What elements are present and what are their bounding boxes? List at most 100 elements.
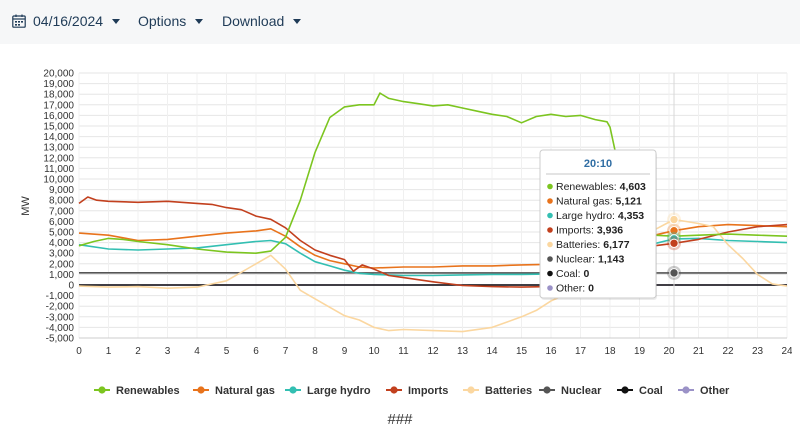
y-tick-label: 6,000: [49, 217, 74, 228]
tooltip-row: Large hydro: 4,353: [556, 210, 644, 222]
x-tick-label: 4: [194, 346, 200, 357]
tooltip-row-label: Large hydro:: [556, 210, 618, 222]
tooltip-dot-other: [547, 285, 553, 291]
tooltip-row-value: 0: [588, 283, 594, 295]
legend-symbol: [289, 386, 297, 394]
legend-label: Natural gas: [215, 385, 275, 397]
tooltip-row: Renewables: 4,603: [556, 181, 646, 193]
tooltip-title: 20:10: [584, 158, 612, 170]
legend: Renewables Natural gas Large hydro Imports B…: [94, 385, 730, 397]
x-tick-label: 22: [722, 346, 734, 357]
tooltip-row: Nuclear: 1,143: [556, 254, 624, 266]
y-tick-label: 7,000: [49, 206, 74, 217]
tooltip-dot-imports: [547, 227, 553, 233]
x-tick-label: 19: [634, 346, 646, 357]
x-tick-label: 9: [342, 346, 348, 357]
legend-symbol: [543, 386, 551, 394]
legend-item-natural-gas[interactable]: Natural gas: [193, 385, 275, 397]
tooltip-row-label: Coal:: [556, 268, 583, 280]
tooltip-row-value: 3,936: [597, 225, 623, 237]
download-dropdown[interactable]: Download: [222, 13, 302, 29]
tooltip-row-value: 6,177: [603, 239, 629, 251]
tooltip-row: Coal: 0: [556, 268, 589, 280]
y-tick-label: 16,000: [43, 111, 74, 122]
chevron-down-icon: [195, 18, 204, 24]
legend-item-renewables[interactable]: Renewables: [94, 385, 180, 397]
series-line-batteries[interactable]: [78, 218, 788, 333]
legend-item-other[interactable]: Other: [678, 385, 730, 397]
tooltip-row-label: Other:: [556, 283, 588, 295]
tooltip-row-value: 1,143: [598, 254, 624, 266]
legend-symbol: [621, 386, 629, 394]
legend-label: Large hydro: [307, 385, 371, 397]
y-axis-label: MW: [20, 196, 32, 216]
tooltip-row-label: Imports:: [556, 225, 597, 237]
tooltip-dot-large-hydro: [547, 212, 553, 219]
tooltip-row-value: 0: [583, 268, 589, 280]
hover-marker-imports: [669, 238, 679, 248]
tooltip-row: Natural gas: 5,121: [556, 196, 642, 208]
x-tick-label: 10: [368, 346, 380, 357]
x-tick-label: 18: [604, 346, 616, 357]
x-tick-label: 11: [398, 346, 409, 357]
x-tick-label: 17: [575, 346, 587, 357]
tooltip-row-label: Renewables:: [556, 181, 620, 193]
legend-item-coal[interactable]: Coal: [617, 385, 663, 397]
y-tick-label: 10,000: [43, 175, 74, 186]
y-tick-label: -3,000: [46, 312, 75, 323]
x-tick-label: 8: [312, 346, 318, 357]
legend-label: Other: [700, 385, 730, 397]
x-tick-label: 14: [486, 346, 498, 357]
x-tick-label: 15: [516, 346, 528, 357]
legend-symbol: [682, 386, 690, 394]
x-tick-label: 7: [283, 346, 289, 357]
y-tick-label: 3,000: [49, 249, 74, 260]
line-chart[interactable]: -5,000-4,000-3,000-2,000-1,00001,0002,00…: [8, 44, 793, 402]
tooltip-row-label: Nuclear:: [556, 254, 598, 266]
y-tick-label: 11,000: [44, 164, 74, 175]
options-dropdown[interactable]: Options: [138, 13, 204, 29]
y-tick-label: -5,000: [46, 334, 75, 345]
hover-marker-nuclear: [669, 268, 679, 278]
tooltip-dot-natural-gas: [547, 198, 553, 204]
x-tick-label: 23: [752, 346, 764, 357]
tooltip-row: Other: 0: [556, 283, 594, 295]
chevron-down-icon: [112, 18, 121, 24]
y-tick-label: 12,000: [43, 153, 74, 164]
download-label: Download: [222, 13, 285, 29]
tooltip-row-label: Natural gas:: [556, 196, 616, 208]
calendar-icon: [12, 14, 26, 28]
y-tick-label: 13,000: [43, 143, 74, 154]
legend-item-nuclear[interactable]: Nuclear: [539, 385, 602, 397]
tooltip-dot-coal: [547, 270, 553, 277]
y-tick-label: 5,000: [49, 228, 74, 239]
legend-label: Imports: [408, 385, 448, 397]
x-tick-label: 16: [545, 346, 557, 357]
tooltip-row: Batteries: 6,177: [556, 239, 630, 251]
toolbar: 04/16/2024 Options Download: [0, 0, 800, 44]
tooltip-dot-batteries: [547, 241, 553, 248]
x-tick-label: 13: [457, 346, 469, 357]
legend-label: Renewables: [116, 385, 180, 397]
tooltip-dot-nuclear: [547, 256, 553, 262]
hover-markers: [667, 212, 682, 280]
tooltip-dot-renewables: [547, 183, 553, 190]
legend-item-batteries[interactable]: Batteries: [463, 385, 532, 397]
legend-symbol: [197, 386, 205, 394]
tooltip-row: Imports: 3,936: [556, 225, 623, 237]
x-tick-label: 2: [135, 346, 141, 357]
y-tick-label: 15,000: [43, 122, 74, 133]
legend-symbol: [390, 386, 398, 394]
chart-container: -5,000 -4,000 -3,000 -2,000 -1,000 0 1,000 2,00…: [8, 44, 793, 402]
x-tick-label: 5: [224, 346, 230, 357]
x-tick-label: 1: [106, 346, 112, 357]
legend-item-imports[interactable]: Imports: [386, 385, 448, 397]
legend-label: Batteries: [485, 385, 532, 397]
x-tick-label: 20: [663, 346, 675, 357]
date-picker[interactable]: 04/16/2024: [12, 13, 121, 29]
legend-item-large-hydro[interactable]: Large hydro: [285, 385, 371, 397]
tooltip-row-value: 5,121: [616, 196, 642, 208]
y-tick-label: 4,000: [49, 238, 74, 249]
y-tick-label: 20,000: [43, 69, 74, 80]
legend-label: Coal: [639, 385, 663, 397]
